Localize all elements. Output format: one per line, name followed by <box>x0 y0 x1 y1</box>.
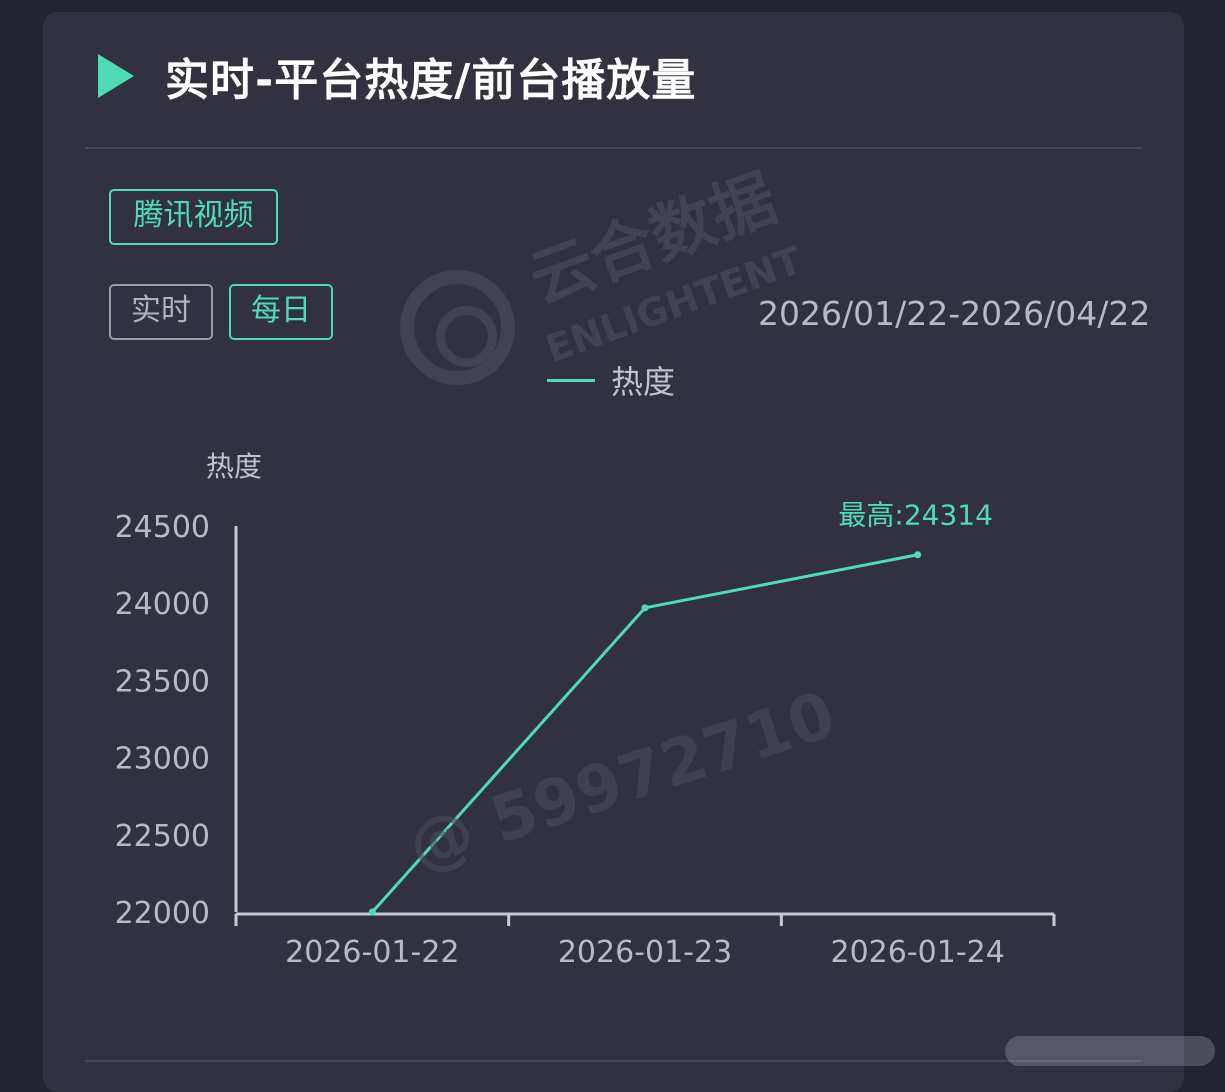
tab-realtime[interactable]: 实时 <box>109 284 213 340</box>
y-axis-title: 热度 <box>206 450 262 483</box>
chart-legend[interactable]: 热度 <box>547 358 675 402</box>
y-axis: 22000 22500 23000 23500 24000 24500 <box>115 510 238 931</box>
peak-annotation: 最高:24314 <box>838 499 993 532</box>
footer-divider <box>85 1060 1142 1062</box>
x-tick-label: 2026-01-24 <box>830 935 1004 970</box>
y-tick-label: 24000 <box>115 587 210 622</box>
x-tick-label: 2026-01-22 <box>285 935 459 970</box>
date-range[interactable]: 2026/01/22-2026/04/22 <box>758 294 1151 333</box>
data-point[interactable] <box>914 551 922 559</box>
legend-label: 热度 <box>611 363 676 401</box>
data-point[interactable] <box>641 604 649 612</box>
play-icon <box>98 54 134 98</box>
legend-line-marker <box>547 378 595 382</box>
header-divider <box>85 147 1142 149</box>
tab-daily[interactable]: 每日 <box>229 284 333 340</box>
y-tick-label: 22000 <box>115 896 210 931</box>
x-axis: 2026-01-22 2026-01-23 2026-01-24 <box>234 912 1056 970</box>
page-title: 实时-平台热度/前台播放量 <box>165 55 697 106</box>
platform-chip-tencent-video[interactable]: 腾讯视频 <box>109 189 278 245</box>
y-tick-label: 24500 <box>115 510 210 545</box>
x-tick-label: 2026-01-23 <box>558 935 732 970</box>
data-point[interactable] <box>368 908 376 916</box>
series-group <box>368 551 922 916</box>
y-tick-label: 23000 <box>115 742 210 777</box>
chart-card <box>43 12 1184 1092</box>
y-tick-label: 23500 <box>115 664 210 699</box>
y-tick-label: 22500 <box>115 819 210 854</box>
